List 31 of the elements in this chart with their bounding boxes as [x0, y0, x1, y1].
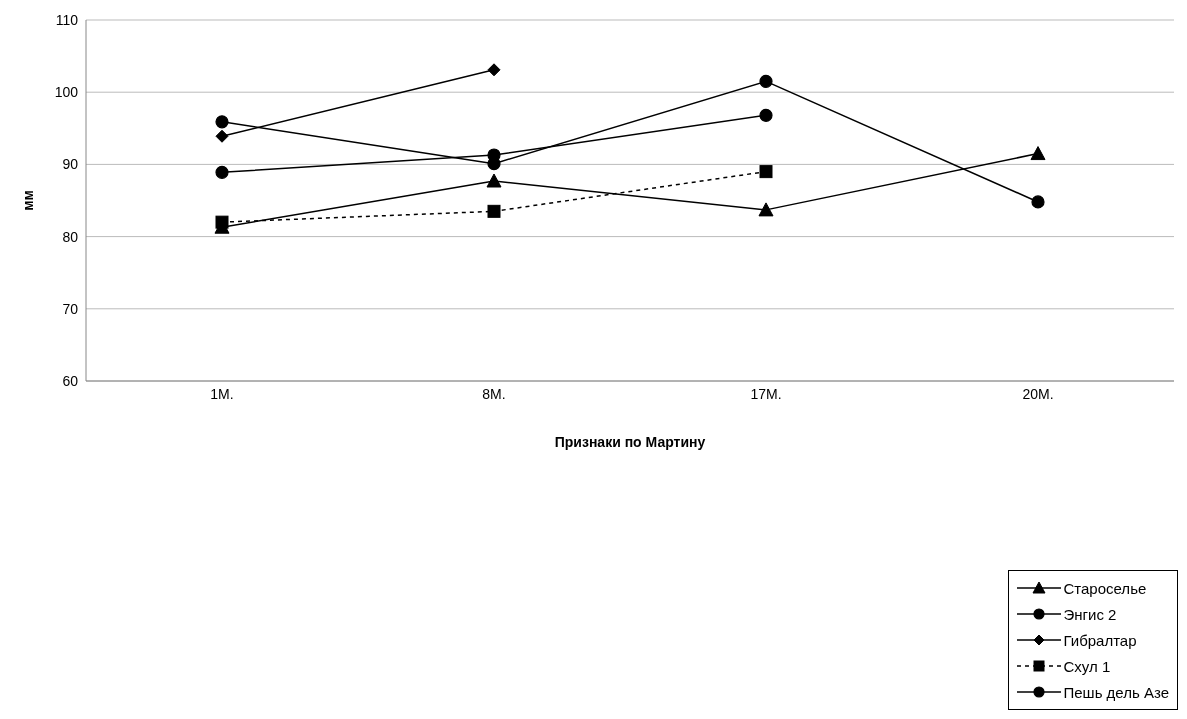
point — [215, 165, 229, 179]
x-axis-title: Признаки по Мартину — [554, 434, 706, 450]
point — [215, 115, 229, 129]
point — [487, 63, 501, 77]
legend-label: Гибралтар — [1063, 631, 1137, 649]
point — [215, 129, 229, 143]
point — [486, 173, 502, 188]
x-tick-label: 20M. — [1022, 385, 1054, 402]
y-tick-label: 70 — [62, 300, 79, 317]
legend-label: Схул 1 — [1063, 657, 1111, 675]
legend-label: Энгис 2 — [1063, 605, 1117, 623]
point — [1030, 146, 1046, 161]
y-axis-title: мм — [19, 190, 36, 211]
y-tick-label: 80 — [62, 228, 79, 245]
point — [1031, 195, 1045, 209]
point — [487, 204, 501, 218]
x-tick-label: 8M. — [482, 385, 506, 402]
point — [759, 108, 773, 122]
x-tick-label: 1M. — [210, 385, 234, 402]
point — [215, 215, 229, 229]
point — [759, 74, 773, 88]
legend-label: Пешь дель Азе — [1063, 683, 1169, 701]
legend-label: Староселье — [1063, 579, 1147, 597]
point — [487, 148, 501, 162]
y-tick-label: 110 — [55, 11, 79, 28]
y-tick-label: 60 — [62, 372, 79, 389]
x-tick-label: 17M. — [750, 385, 782, 402]
point — [759, 165, 773, 179]
point — [758, 202, 774, 217]
y-tick-label: 90 — [62, 156, 79, 173]
y-tick-label: 100 — [54, 84, 79, 101]
